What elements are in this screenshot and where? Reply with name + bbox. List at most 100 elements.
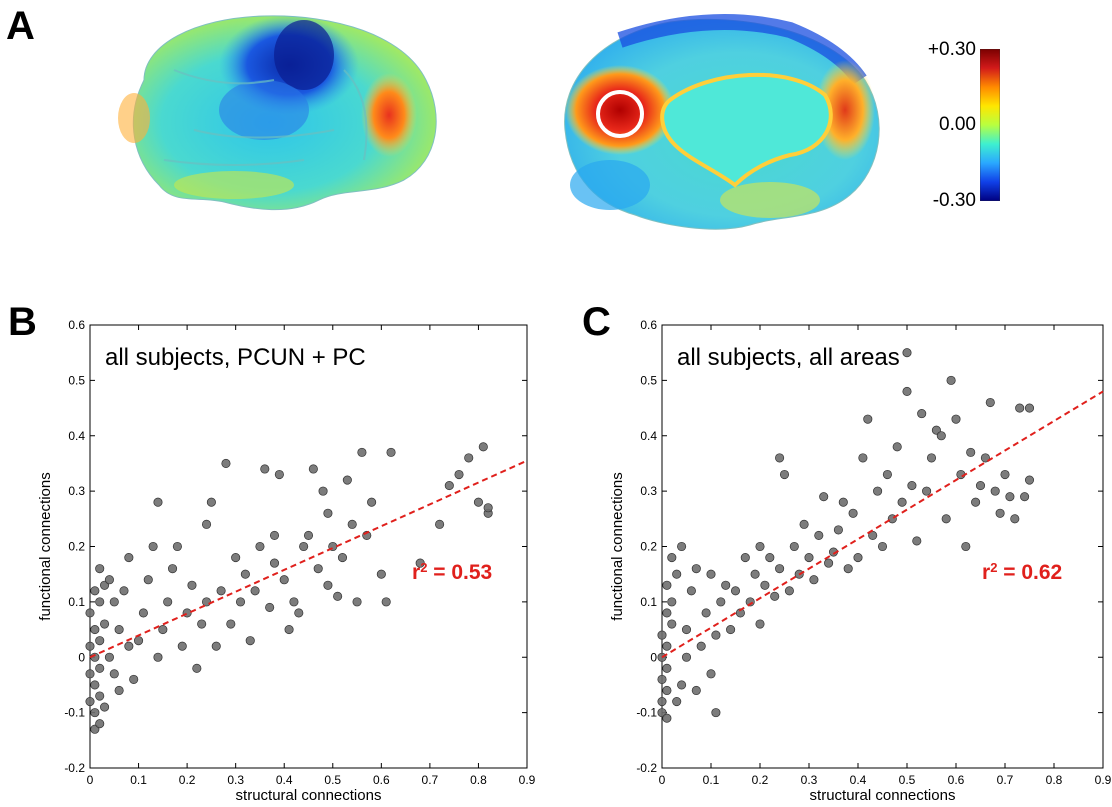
data-point	[907, 481, 917, 491]
regression-line	[661, 390, 1104, 659]
r-squared-value: = 0.53	[427, 561, 492, 584]
data-point	[662, 685, 672, 696]
r-squared-value: = 0.62	[997, 561, 1062, 584]
data-point	[877, 541, 888, 552]
data-point	[342, 475, 352, 485]
data-point	[444, 481, 454, 491]
data-point	[386, 447, 396, 457]
data-point	[755, 619, 765, 629]
data-point	[966, 447, 976, 457]
data-point	[985, 397, 995, 408]
data-point	[454, 469, 464, 480]
data-point	[323, 580, 333, 590]
data-point	[667, 597, 677, 607]
data-point	[478, 442, 488, 452]
data-point	[114, 625, 124, 635]
data-point	[897, 497, 907, 507]
data-point	[657, 674, 667, 684]
data-point	[809, 575, 819, 585]
data-point	[187, 580, 197, 590]
y-tick-label: 0.2	[640, 540, 657, 554]
data-point	[726, 625, 736, 635]
data-point	[721, 580, 731, 590]
brain-medial-view	[564, 14, 880, 230]
data-point	[274, 469, 284, 480]
data-point	[941, 514, 951, 524]
data-point	[858, 453, 868, 463]
data-point	[226, 619, 236, 629]
y-tick-label: 0.1	[640, 595, 657, 609]
data-point	[129, 674, 139, 684]
data-point	[961, 541, 971, 552]
data-point	[750, 569, 760, 579]
data-point	[211, 641, 221, 651]
data-point	[770, 591, 780, 601]
y-tick-label: -0.2	[64, 761, 85, 775]
data-point	[892, 442, 902, 452]
data-point	[255, 541, 265, 552]
panel-label-a: A	[6, 4, 35, 48]
data-point	[177, 641, 187, 651]
r-squared-superscript: 2	[990, 560, 997, 575]
x-tick-label: 0.9	[519, 773, 536, 787]
data-point	[775, 564, 785, 574]
data-point	[696, 641, 706, 651]
data-point	[206, 497, 216, 507]
data-point	[926, 453, 937, 463]
y-tick-label: 0.6	[640, 318, 657, 332]
data-point	[838, 497, 848, 507]
data-point	[85, 696, 95, 707]
data-point	[235, 597, 246, 607]
data-point	[1015, 403, 1025, 413]
data-point	[473, 497, 483, 507]
data-point	[201, 597, 212, 607]
brain-lateral-view	[118, 15, 437, 211]
x-tick-label: 0.5	[899, 773, 916, 787]
data-point	[667, 619, 677, 629]
x-tick-label: 0.4	[850, 773, 867, 787]
data-point	[922, 486, 932, 496]
plot-title: all subjects, PCUN + PC	[105, 344, 366, 371]
data-point	[711, 630, 721, 640]
data-point	[740, 553, 750, 563]
data-point	[100, 619, 110, 629]
data-point	[381, 597, 391, 607]
data-point	[975, 481, 986, 491]
data-point	[250, 586, 260, 596]
data-point	[153, 652, 163, 662]
data-points	[85, 442, 493, 734]
data-point	[843, 564, 853, 574]
data-point	[337, 553, 348, 563]
data-point	[765, 553, 775, 563]
r-squared-prefix: r	[982, 561, 990, 584]
data-point	[119, 586, 129, 596]
y-tick-label: 0.4	[68, 429, 85, 443]
data-point	[435, 519, 445, 529]
data-point	[779, 469, 790, 480]
x-tick-label: 0.2	[179, 773, 196, 787]
data-point	[483, 503, 493, 513]
x-tick-label: 0.8	[1046, 773, 1063, 787]
data-point	[951, 414, 961, 424]
y-axis-label: functional connections	[37, 472, 54, 620]
y-tick-label: 0.2	[68, 540, 85, 554]
data-point	[912, 536, 922, 546]
data-point	[677, 541, 687, 552]
data-point	[85, 641, 95, 651]
y-tick-label: -0.1	[636, 706, 657, 720]
data-point	[138, 608, 148, 618]
data-point	[153, 497, 163, 507]
data-point	[260, 464, 270, 474]
data-points	[657, 348, 1035, 723]
data-point	[995, 508, 1005, 518]
data-point	[735, 608, 745, 618]
data-point	[1024, 475, 1035, 485]
data-point	[882, 469, 892, 480]
data-point	[104, 652, 114, 662]
data-point	[681, 625, 692, 635]
data-point	[990, 486, 1000, 496]
x-tick-label: 0.3	[227, 773, 244, 787]
y-tick-label: 0.5	[640, 373, 657, 387]
data-point	[902, 348, 912, 358]
data-point	[148, 541, 158, 552]
